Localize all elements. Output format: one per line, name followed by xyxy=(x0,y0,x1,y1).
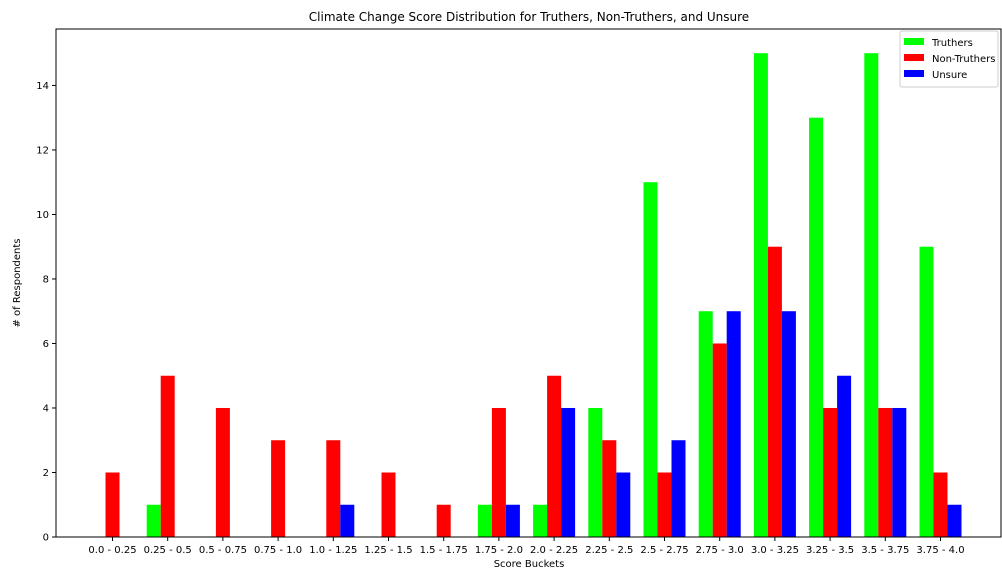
bar-truthers-1 xyxy=(146,504,161,537)
bar-non-truthers-3 xyxy=(271,440,286,537)
y-tick-label: 2 xyxy=(43,468,49,479)
chart-title: Climate Change Score Distribution for Tr… xyxy=(309,10,749,24)
x-tick-label: 3.5 - 3.75 xyxy=(861,545,909,556)
bar-non-truthers-10 xyxy=(657,472,672,537)
bar-non-truthers-5 xyxy=(381,472,396,537)
x-tick-label: 0.75 - 1.0 xyxy=(254,545,302,556)
y-tick-label: 0 xyxy=(43,533,49,544)
bar-non-truthers-0 xyxy=(105,472,120,537)
bar-non-truthers-12 xyxy=(767,246,782,537)
y-axis-ticks: 0 2 4 6 8 10 12 14 xyxy=(36,81,56,544)
bar-non-truthers-13 xyxy=(823,407,838,537)
bar-truthers-15 xyxy=(919,246,934,537)
x-tick-label: 0.0 - 0.25 xyxy=(88,545,136,556)
y-tick-label: 8 xyxy=(43,274,49,285)
x-tick-label: 2.75 - 3.0 xyxy=(696,545,744,556)
bar-unsure-12 xyxy=(781,311,796,537)
legend-label: Unsure xyxy=(932,70,967,81)
bar-unsure-11 xyxy=(726,311,741,537)
bar-truthers-14 xyxy=(864,53,879,537)
legend-swatch xyxy=(904,54,924,61)
legend: Truthers Non-Truthers Unsure xyxy=(899,30,999,88)
y-tick-label: 6 xyxy=(43,339,49,350)
bar-non-truthers-4 xyxy=(326,440,341,537)
x-tick-label: 0.25 - 0.5 xyxy=(144,545,192,556)
bar-truthers-12 xyxy=(753,53,768,537)
bar-non-truthers-11 xyxy=(712,343,727,537)
x-tick-label: 0.5 - 0.75 xyxy=(199,545,247,556)
bar-non-truthers-9 xyxy=(602,440,617,537)
bar-unsure-9 xyxy=(616,472,631,537)
x-tick-label: 1.75 - 2.0 xyxy=(475,545,523,556)
x-tick-label: 2.5 - 2.75 xyxy=(640,545,688,556)
bar-unsure-15 xyxy=(947,504,962,537)
x-tick-label: 2.25 - 2.5 xyxy=(585,545,633,556)
y-axis-label: # of Respondents xyxy=(12,238,23,327)
bar-truthers-8 xyxy=(533,504,548,537)
bar-non-truthers-7 xyxy=(491,407,506,537)
bar-unsure-10 xyxy=(671,440,686,537)
bars-layer xyxy=(105,53,962,537)
bar-unsure-4 xyxy=(340,504,355,537)
x-tick-label: 2.0 - 2.25 xyxy=(530,545,578,556)
bar-truthers-13 xyxy=(809,117,824,537)
x-tick-label: 1.25 - 1.5 xyxy=(364,545,412,556)
legend-swatch xyxy=(904,38,924,45)
bar-non-truthers-1 xyxy=(160,375,175,537)
plot-frame xyxy=(55,28,1002,538)
x-tick-label: 1.0 - 1.25 xyxy=(309,545,357,556)
legend-label: Non-Truthers xyxy=(932,54,995,65)
bar-truthers-11 xyxy=(698,311,713,537)
bar-truthers-7 xyxy=(477,504,492,537)
x-tick-label: 3.25 - 3.5 xyxy=(806,545,854,556)
y-tick-label: 14 xyxy=(36,81,49,92)
x-tick-label: 3.75 - 4.0 xyxy=(916,545,964,556)
bar-non-truthers-6 xyxy=(436,504,451,537)
bar-unsure-7 xyxy=(505,504,520,537)
bar-truthers-10 xyxy=(643,182,658,537)
bar-non-truthers-8 xyxy=(547,375,562,537)
y-tick-label: 4 xyxy=(43,403,49,414)
bar-truthers-9 xyxy=(588,407,603,537)
bar-non-truthers-15 xyxy=(933,472,948,537)
bar-unsure-8 xyxy=(561,407,576,537)
x-axis-label: Score Buckets xyxy=(494,559,565,570)
x-tick-label: 1.5 - 1.75 xyxy=(420,545,468,556)
bar-non-truthers-2 xyxy=(215,407,230,537)
bar-unsure-13 xyxy=(837,375,852,537)
bar-unsure-14 xyxy=(892,407,907,537)
y-tick-label: 10 xyxy=(36,210,49,221)
x-axis-ticks: 0.0 - 0.25 0.25 - 0.5 0.5 - 0.75 0.75 - 1.0… xyxy=(88,537,965,556)
x-tick-label: 3.0 - 3.25 xyxy=(751,545,799,556)
bar-non-truthers-14 xyxy=(878,407,893,537)
legend-label: Truthers xyxy=(931,38,973,49)
legend-swatch xyxy=(904,70,924,77)
legend-box xyxy=(899,30,999,88)
y-tick-label: 12 xyxy=(36,145,49,156)
